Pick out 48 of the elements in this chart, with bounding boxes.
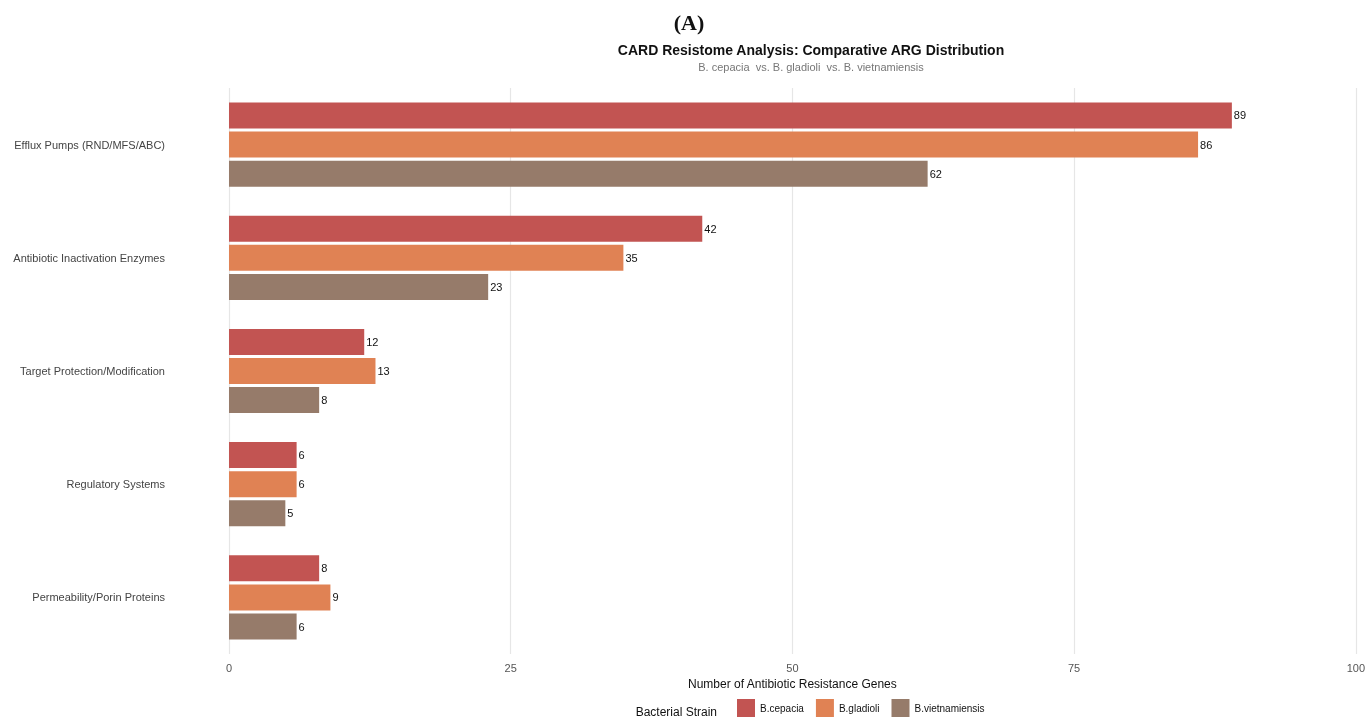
bar [229, 471, 297, 498]
data-label: 8 [321, 562, 328, 575]
data-label: 13 [377, 365, 390, 377]
data-label: 62 [929, 167, 942, 180]
bar [229, 584, 331, 611]
y-tick-label: Regulatory Systems [66, 478, 166, 491]
bar [229, 102, 1232, 129]
bar [229, 613, 297, 640]
legend-label: B.vietnamiensis [914, 702, 985, 714]
bar [229, 215, 703, 242]
y-tick-label: Target Protection/Modification [20, 365, 165, 377]
x-tick-label: 75 [1067, 661, 1081, 674]
data-label: 35 [625, 251, 638, 264]
y-tick-label: Permeability/Porin Proteins [32, 591, 166, 604]
legend-label: B.gladioli [838, 702, 880, 714]
data-label: 89 [1233, 109, 1247, 122]
legend-label: B.cepacia [760, 702, 805, 714]
bar [229, 244, 624, 271]
bar [229, 160, 928, 187]
x-tick-label: 50 [786, 661, 799, 674]
x-tick-label: 100 [1346, 661, 1365, 674]
data-label: 86 [1200, 138, 1213, 151]
bar [229, 387, 320, 414]
data-label: 42 [704, 222, 717, 235]
bar [229, 555, 320, 582]
x-tick-label: 25 [504, 661, 517, 674]
bar [229, 442, 297, 469]
bar [229, 500, 286, 527]
chart-subtitle: B. cepacia vs. B. gladioli vs. B. vietnamiensis [698, 60, 925, 73]
bar [229, 273, 489, 300]
data-label: 9 [332, 591, 339, 604]
bar [229, 131, 1199, 158]
x-tick-label: 0 [225, 661, 233, 674]
text: (A) [673, 9, 705, 35]
y-tick-label: Antibiotic Inactivation Enzymes [13, 251, 166, 264]
bar [229, 328, 365, 355]
bar [229, 358, 376, 384]
legend-title: Bacterial Strain [635, 705, 718, 719]
x-axis-title: Number of Antibiotic Resistance Genes [688, 677, 897, 691]
data-label: 5 [287, 507, 294, 520]
data-label: 8 [321, 394, 328, 407]
data-label: 6 [298, 620, 305, 633]
chart-title: CARD Resistome Analysis: Comparative ARG Distribution [617, 42, 1005, 58]
data-label: 23 [490, 280, 503, 293]
data-label: 6 [298, 449, 305, 462]
data-label: 6 [298, 478, 305, 491]
data-label: 12 [366, 335, 379, 348]
y-tick-label: Efflux Pumps (RND/MFS/ABC) [14, 138, 165, 151]
